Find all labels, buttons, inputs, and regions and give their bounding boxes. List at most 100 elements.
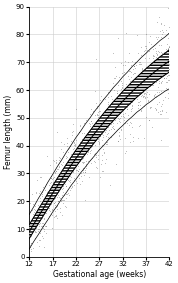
Point [36, 223, 38, 227]
Point [81, 161, 84, 166]
Point [96, 110, 99, 114]
Point [33, 204, 36, 209]
Point [72, 140, 75, 145]
Point [102, 129, 104, 134]
Point [155, 68, 158, 73]
Point [128, 50, 131, 55]
Point [83, 120, 86, 125]
Point [82, 156, 85, 161]
Point [100, 121, 103, 125]
Point [106, 117, 109, 122]
Point [137, 50, 140, 55]
Point [116, 101, 119, 106]
Point [115, 95, 118, 99]
Point [84, 166, 87, 170]
Point [102, 134, 105, 139]
Point [110, 102, 113, 107]
Point [132, 83, 134, 87]
Point [148, 68, 151, 72]
Point [119, 115, 121, 120]
Point [106, 132, 109, 137]
Point [57, 166, 60, 171]
Point [106, 108, 109, 113]
Point [148, 92, 151, 97]
Point [169, 73, 171, 78]
Point [168, 62, 171, 66]
Point [52, 179, 55, 184]
Point [33, 208, 36, 212]
Point [38, 224, 41, 228]
Point [109, 94, 112, 98]
Point [40, 223, 43, 228]
Point [126, 74, 129, 78]
Point [61, 213, 64, 217]
Point [62, 200, 65, 205]
Point [131, 135, 134, 140]
Point [95, 155, 98, 159]
Point [155, 80, 157, 84]
Point [132, 86, 135, 91]
Point [116, 89, 118, 93]
Point [55, 189, 57, 194]
Point [93, 151, 96, 156]
Point [167, 52, 170, 57]
Point [169, 83, 172, 87]
Point [155, 51, 157, 56]
Point [30, 249, 33, 253]
Point [148, 76, 151, 81]
Point [73, 144, 76, 148]
Point [76, 153, 79, 158]
Point [74, 152, 77, 156]
Point [49, 190, 52, 194]
Point [134, 66, 137, 71]
Point [138, 82, 140, 87]
Point [50, 175, 53, 180]
Point [98, 119, 101, 123]
Point [62, 184, 64, 188]
Point [56, 178, 59, 183]
Point [66, 141, 68, 146]
Point [67, 179, 70, 183]
Point [123, 136, 126, 141]
Point [107, 118, 110, 122]
Point [66, 166, 69, 171]
Point [158, 81, 160, 86]
Point [137, 100, 140, 104]
Point [121, 62, 124, 67]
Point [78, 176, 81, 181]
Point [54, 195, 57, 200]
Point [64, 155, 67, 160]
Point [52, 197, 55, 201]
Point [62, 198, 65, 202]
Point [28, 212, 31, 216]
Point [80, 142, 82, 146]
Point [148, 117, 151, 122]
Point [169, 58, 172, 62]
Point [71, 169, 74, 173]
Point [109, 106, 112, 111]
Point [71, 155, 74, 160]
Point [143, 49, 146, 53]
Point [128, 98, 131, 103]
Point [96, 104, 99, 108]
Point [145, 115, 147, 120]
Point [143, 91, 146, 96]
Point [123, 90, 126, 95]
Point [100, 115, 102, 119]
Point [143, 94, 146, 98]
Point [130, 85, 133, 89]
Point [38, 191, 41, 195]
Point [36, 177, 39, 182]
Point [29, 241, 32, 245]
Point [167, 58, 170, 63]
Point [70, 152, 73, 156]
Point [38, 238, 41, 243]
Point [130, 78, 133, 83]
Point [94, 120, 97, 125]
Point [115, 73, 118, 78]
Point [150, 82, 153, 86]
Point [156, 20, 159, 24]
Point [123, 117, 125, 122]
Point [90, 119, 93, 124]
Point [54, 214, 57, 218]
